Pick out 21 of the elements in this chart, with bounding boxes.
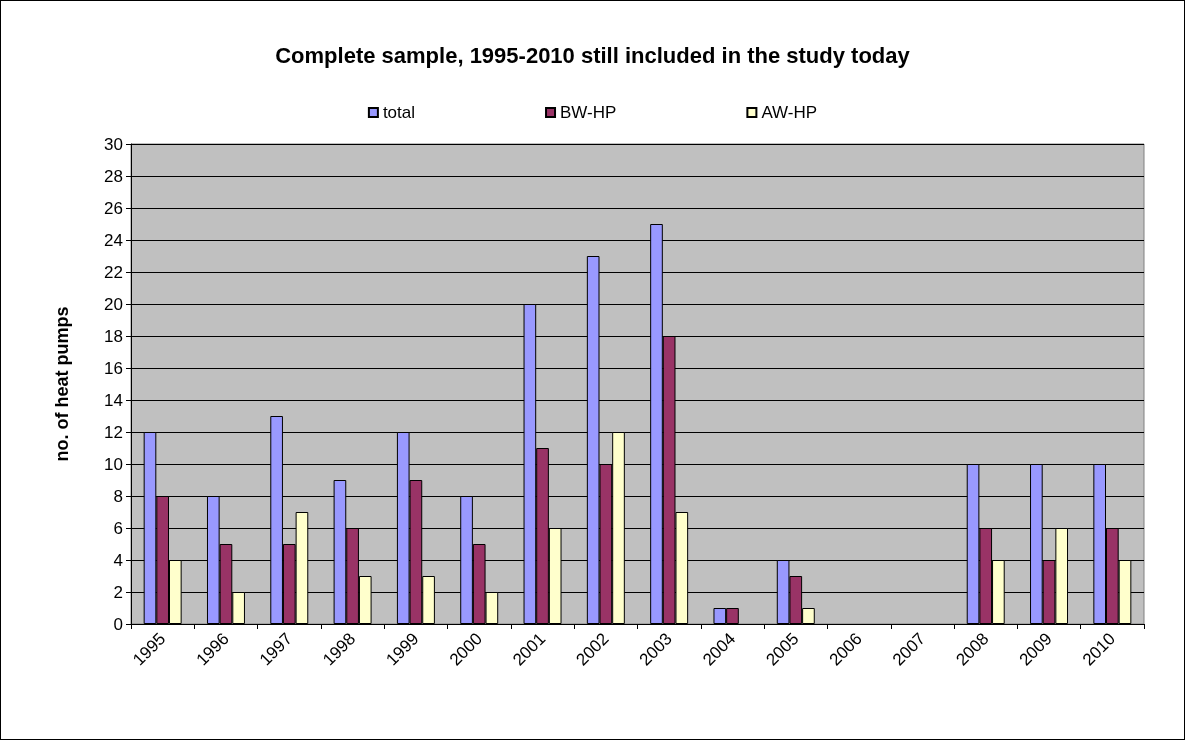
y-tick-label: 0 <box>113 614 123 634</box>
legend-label: BW-HP <box>560 103 617 122</box>
y-tick-label: 14 <box>104 390 123 410</box>
y-axis-title: no. of heat pumps <box>52 306 72 462</box>
y-tick-label: 12 <box>104 422 123 442</box>
y-tick-label: 26 <box>104 198 123 218</box>
y-tick-label: 4 <box>113 550 123 570</box>
y-tick-label: 8 <box>113 486 123 506</box>
y-tick-label: 30 <box>104 134 123 154</box>
y-tick-label: 10 <box>104 454 123 474</box>
y-tick-label: 28 <box>104 166 123 186</box>
y-tick-label: 22 <box>104 262 123 282</box>
y-tick-label: 6 <box>113 518 123 538</box>
y-tick-label: 20 <box>104 294 123 314</box>
y-tick-label: 16 <box>104 358 123 378</box>
legend-label: total <box>382 103 416 122</box>
y-tick-label: 2 <box>113 582 123 602</box>
legend-label: AW-HP <box>761 103 818 122</box>
y-tick-label: 24 <box>104 230 123 250</box>
chart-title: Complete sample, 1995-2010 still included in the study today <box>275 42 911 68</box>
y-tick-label: 18 <box>104 326 123 346</box>
